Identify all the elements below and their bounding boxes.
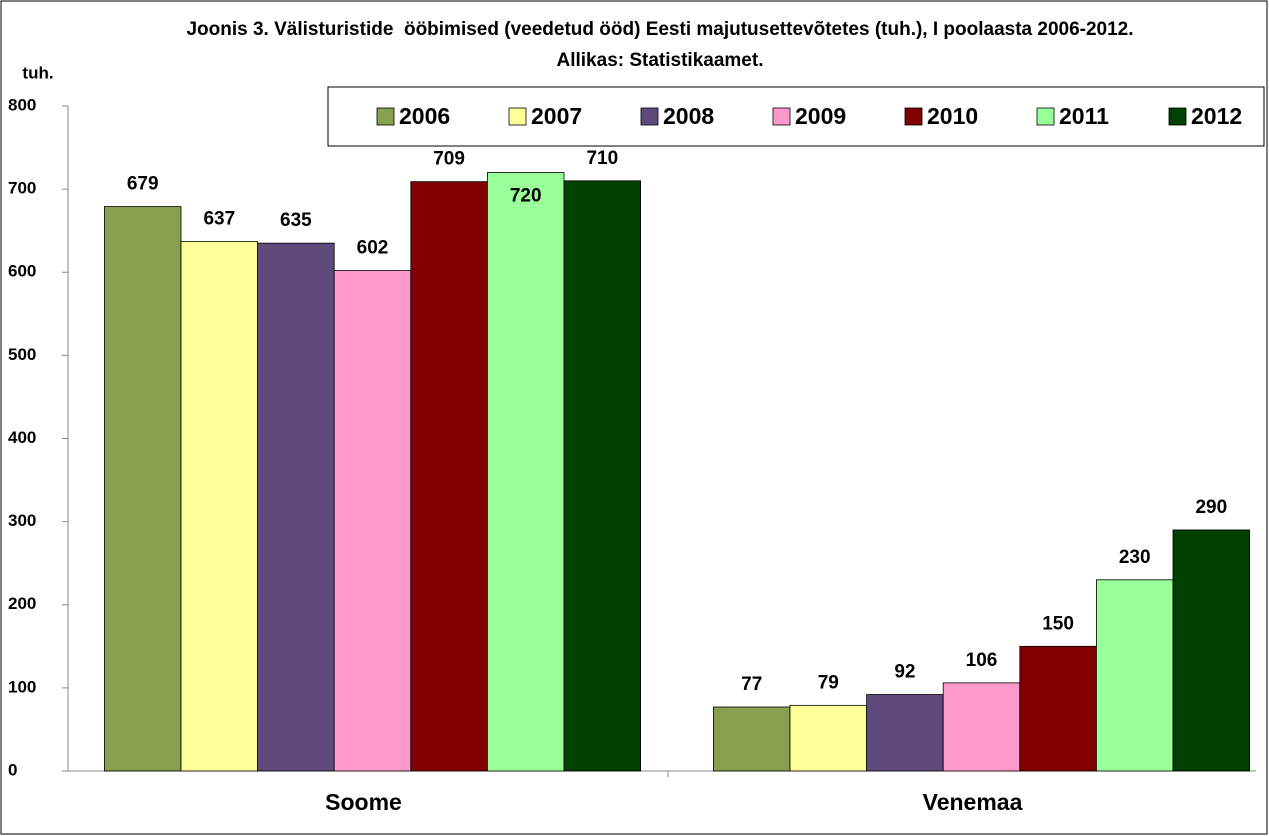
data-label: 290 — [1195, 497, 1227, 518]
data-label: 720 — [510, 186, 542, 207]
bar — [1096, 579, 1174, 772]
chart-title: Joonis 3. Välisturistide ööbimised (veed… — [186, 19, 1139, 71]
data-label: 709 — [433, 149, 465, 170]
bar — [257, 242, 335, 772]
legend-label: 2007 — [531, 103, 582, 129]
data-label: 92 — [894, 662, 915, 683]
bar — [104, 206, 182, 772]
legend-label: 2011 — [1059, 103, 1109, 129]
bar — [180, 241, 258, 772]
y-tick-label: 700 — [8, 179, 36, 198]
y-tick-label: 600 — [8, 262, 36, 281]
data-label: 79 — [818, 672, 839, 693]
bar — [789, 704, 867, 772]
y-tick-label: 300 — [8, 511, 36, 530]
legend-label: 2009 — [795, 103, 846, 129]
legend-box — [327, 86, 1265, 147]
legend-swatch — [508, 107, 527, 126]
data-label: 710 — [586, 148, 618, 169]
bar — [942, 682, 1021, 772]
bar — [1172, 529, 1250, 772]
legend-swatch — [772, 107, 791, 126]
bar — [713, 706, 791, 772]
data-label: 150 — [1042, 613, 1074, 634]
y-tick-label: 0 — [8, 760, 17, 779]
y-tick-label: 400 — [8, 428, 36, 447]
data-label: 230 — [1119, 547, 1151, 568]
legend-swatch — [640, 107, 659, 126]
legend-swatch — [1036, 107, 1055, 126]
legend-label: 2010 — [927, 103, 978, 129]
data-label: 679 — [127, 174, 159, 195]
data-label: 602 — [357, 238, 389, 259]
bar — [563, 180, 641, 772]
data-label: 106 — [966, 650, 998, 671]
bar — [1019, 645, 1097, 772]
legend-label: 2008 — [663, 103, 714, 129]
bar — [486, 172, 565, 772]
y-tick-label: 800 — [8, 95, 36, 114]
legend-label: 2006 — [399, 103, 450, 129]
y-axis-label: tuh. — [22, 63, 53, 82]
legend-swatch — [376, 107, 395, 126]
x-tick-label: Soome — [325, 789, 402, 815]
x-tick-label: Venemaa — [923, 789, 1023, 815]
bar — [866, 694, 944, 772]
bar — [410, 181, 488, 772]
data-label: 77 — [741, 674, 762, 695]
legend-label: 2012 — [1191, 103, 1242, 129]
bar — [333, 270, 412, 772]
legend-swatch — [1168, 107, 1187, 126]
legend-swatch — [904, 107, 923, 126]
y-tick-label: 100 — [8, 677, 36, 696]
data-label: 637 — [203, 209, 235, 230]
data-label: 635 — [280, 210, 312, 231]
y-tick-label: 200 — [8, 594, 36, 613]
y-tick-label: 500 — [8, 345, 36, 364]
